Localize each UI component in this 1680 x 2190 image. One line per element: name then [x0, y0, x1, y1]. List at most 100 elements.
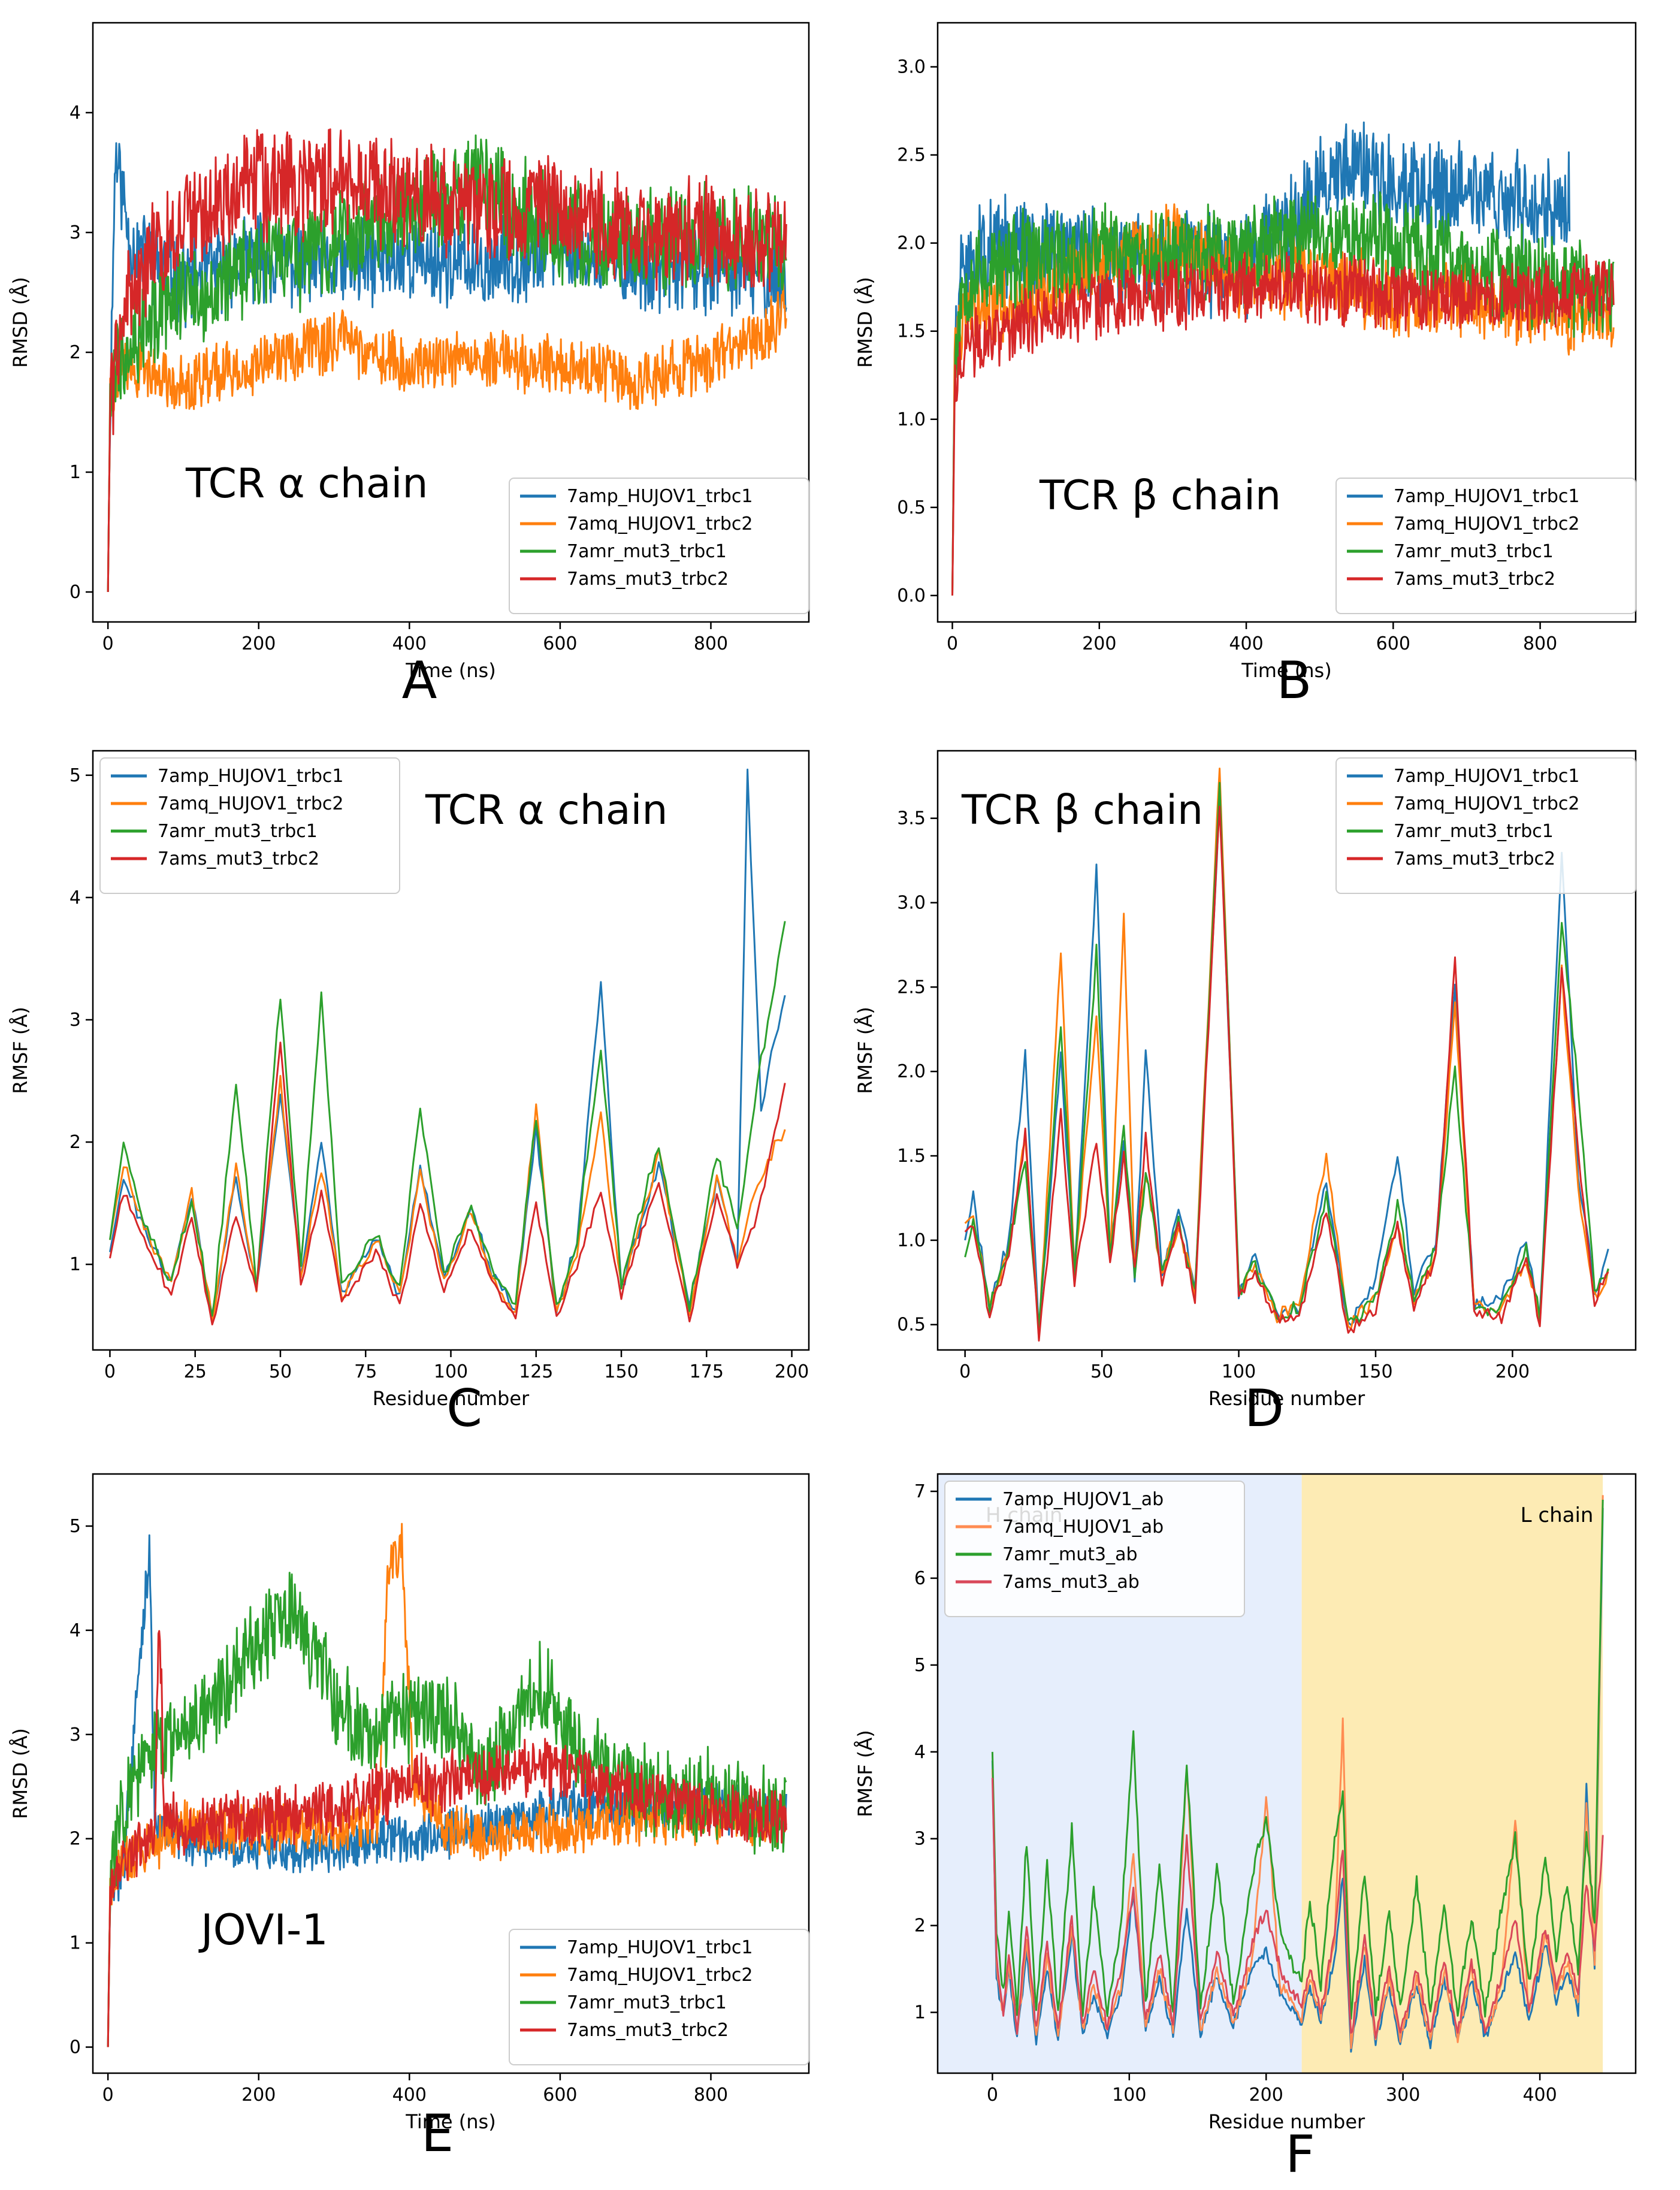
- y-tick-label: 2: [914, 1916, 926, 1937]
- legend-entry: 7amp_HUJOV1_trbc1: [567, 1937, 753, 1958]
- chart-panel-d: 0 50 100 150 200 0.5 1.0 1.5 2.0 2.5 3.0 3.5 Residue…: [854, 750, 1637, 1439]
- chart-annotation: TCR α chain: [185, 460, 428, 508]
- y-axis-label: RMSF (Å): [9, 1007, 32, 1094]
- legend: 7amp_HUJOV1_trbc1 7amq_HUJOV1_trbc2 7amr_m…: [1335, 478, 1636, 614]
- y-axis-label: RMSF (Å): [854, 1730, 877, 1817]
- legend-entry: 7amq_HUJOV1_trbc2: [567, 1965, 753, 1986]
- x-tick-label: 25: [184, 1361, 207, 1382]
- x-axis-label: Time (ns): [405, 2110, 495, 2133]
- legend-entry: 7amq_HUJOV1_trbc2: [1394, 513, 1580, 534]
- legend-entry: 7amp_HUJOV1_trbc1: [158, 766, 344, 787]
- x-tick-label: 150: [1358, 1361, 1392, 1382]
- x-tick-label: 200: [1082, 633, 1116, 654]
- x-axis-label: Time (ns): [1241, 659, 1331, 682]
- legend-entry: 7amr_mut3_trbc1: [1394, 821, 1554, 842]
- axes-frame: [936, 22, 1637, 623]
- y-tick-label: 6: [914, 1568, 926, 1589]
- x-tick-label: 600: [543, 2085, 577, 2106]
- series-group: [107, 1523, 787, 2047]
- y-tick-label: 2.5: [897, 977, 926, 998]
- y-tick-label: 0: [70, 582, 81, 603]
- y-tick-label: 3.5: [897, 808, 926, 829]
- x-tick-label: 200: [775, 1361, 809, 1382]
- y-axis-label: RMSD (Å): [854, 277, 877, 368]
- legend-box: [1335, 757, 1636, 894]
- legend-box: [944, 1481, 1245, 1617]
- legend-box: [509, 478, 809, 614]
- x-tick-label: 0: [102, 2085, 114, 2106]
- legend-entry: 7amr_mut3_trbc1: [158, 821, 318, 842]
- x-tick-label: 600: [543, 633, 577, 654]
- y-tick-label: 0.0: [897, 585, 926, 606]
- legend-entry: 7ams_mut3_trbc2: [1394, 848, 1555, 869]
- chart-annotation: TCR β chain: [961, 787, 1203, 834]
- y-tick-label: 0.5: [897, 1315, 926, 1336]
- legend: 7amp_HUJOV1_trbc1 7amq_HUJOV1_trbc2 7amr_m…: [99, 757, 400, 894]
- panel-label: E: [421, 2104, 454, 2164]
- series-line-7amr_mut3_ab: [991, 1499, 1604, 2020]
- y-tick-label: 3.0: [897, 57, 926, 78]
- y-axis-label: RMSF (Å): [854, 1007, 877, 1094]
- series-group: [109, 768, 786, 1325]
- panel-label: B: [1277, 651, 1312, 711]
- x-axis-label: Residue number: [1208, 2110, 1365, 2133]
- y-tick-label: 1: [914, 2002, 926, 2023]
- legend: 7amp_HUJOV1_ab 7amq_HUJOV1_ab 7amr_mut3_ab…: [944, 1481, 1245, 1617]
- chart-panel-e: 0 200 400 600 800 0 1 2 3 4 5 Time (ns) RMSD (Å) JOVI…: [9, 1473, 810, 2164]
- legend-entry: 7ams_mut3_trbc2: [158, 848, 319, 869]
- panel-label: C: [446, 1379, 482, 1439]
- legend-entry: 7amq_HUJOV1_ab: [1002, 1517, 1164, 1537]
- x-tick-label: 150: [604, 1361, 638, 1382]
- chart-panel-c: 0 25 50 75 100 125 150 175 200 1 2 3 4 5 Residue numbe…: [9, 750, 810, 1439]
- series-line-7amr_mut3_trbc1: [107, 1572, 787, 2047]
- x-tick-label: 400: [1229, 633, 1263, 654]
- x-tick-label: 0: [102, 633, 114, 654]
- y-tick-label: 0.5: [897, 497, 926, 518]
- x-axis-label: Residue number: [1208, 1387, 1365, 1410]
- series-line-7amp_HUJOV1_ab: [991, 1508, 1604, 2053]
- chart-annotation: TCR β chain: [1039, 472, 1281, 519]
- series-line-7amr_mut3_trbc1: [109, 921, 786, 1317]
- series-line-7ams_mut3_trbc2: [107, 1630, 787, 2047]
- y-tick-label: 3: [914, 1829, 926, 1850]
- series-line-7ams_mut3_trbc2: [951, 252, 1615, 596]
- y-tick-label: 3: [70, 1010, 81, 1031]
- y-tick-label: 7: [914, 1481, 926, 1502]
- legend-entry: 7amq_HUJOV1_trbc2: [1394, 793, 1580, 814]
- legend: 7amp_HUJOV1_trbc1 7amq_HUJOV1_trbc2 7amr_m…: [509, 478, 809, 614]
- x-tick-label: 100: [1222, 1361, 1256, 1382]
- series-group: [964, 768, 1609, 1342]
- region-label: L chain: [1521, 1503, 1594, 1527]
- y-axis-label: RMSD (Å): [9, 277, 32, 368]
- legend-box: [1335, 478, 1636, 614]
- y-tick-label: 1.5: [897, 321, 926, 342]
- legend-entry: 7amr_mut3_trbc1: [567, 1992, 727, 2013]
- legend-entry: 7ams_mut3_trbc2: [567, 569, 729, 590]
- legend-entry: 7amq_HUJOV1_trbc2: [158, 793, 344, 814]
- x-tick-label: 400: [392, 633, 427, 654]
- legend-entry: 7amp_HUJOV1_trbc1: [567, 486, 753, 507]
- legend-entry: 7amr_mut3_trbc1: [1394, 541, 1554, 562]
- axes-frame: [92, 22, 810, 623]
- y-tick-label: 1.5: [897, 1146, 926, 1167]
- legend-entry: 7amr_mut3_ab: [1002, 1544, 1138, 1565]
- x-axis-label: Residue number: [373, 1387, 530, 1410]
- series-group: [951, 121, 1615, 596]
- axes-frame: [936, 750, 1637, 1351]
- series-line-7amr_mut3_trbc1: [951, 191, 1615, 596]
- legend-box: [99, 757, 400, 894]
- legend-entry: 7amp_HUJOV1_ab: [1002, 1489, 1164, 1510]
- y-tick-label: 1: [70, 1254, 81, 1275]
- x-tick-label: 0: [987, 2085, 998, 2106]
- chart-panel-b: 0 200 400 600 800 0.0 0.5 1.0 1.5 2.0 2.5 3.0 Time (…: [854, 22, 1637, 711]
- x-tick-label: 300: [1386, 2085, 1420, 2106]
- y-tick-label: 1.0: [897, 1230, 926, 1251]
- y-axis-label: RMSD (Å): [9, 1728, 32, 1819]
- y-tick-label: 1: [70, 462, 81, 483]
- x-tick-label: 50: [269, 1361, 292, 1382]
- x-tick-label: 175: [690, 1361, 724, 1382]
- legend-entry: 7amr_mut3_trbc1: [567, 541, 727, 562]
- x-tick-label: 800: [694, 2085, 728, 2106]
- legend: 7amp_HUJOV1_trbc1 7amq_HUJOV1_trbc2 7amr_m…: [1335, 757, 1636, 894]
